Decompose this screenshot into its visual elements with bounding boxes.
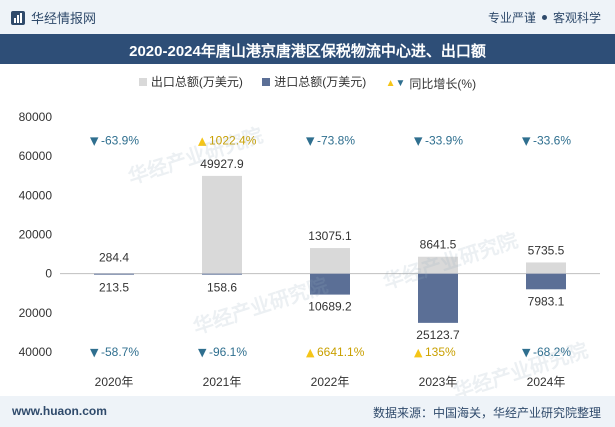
legend-yoy: ▲ ▼ 同比增长(%) — [386, 75, 476, 92]
export-value-label: 284.4 — [99, 251, 129, 265]
legend-yoy-label: 同比增长(%) — [409, 76, 477, 91]
import-bar — [202, 273, 242, 275]
y-tick-label: 40000 — [19, 188, 53, 202]
yoy-export-label: -73.8% — [317, 133, 355, 147]
yoy-export-label: -33.6% — [533, 133, 571, 147]
x-category-label: 2023年 — [419, 375, 458, 389]
import-bar — [310, 273, 350, 295]
footer: www.huaon.com 数据来源：中国海关，华经产业研究院整理 — [0, 396, 615, 427]
title-bar: 2020-2024年唐山港京唐港区保税物流中心进、出口额 — [0, 34, 615, 64]
separator-dot-icon — [541, 15, 547, 21]
legend: 出口总额(万美元) 进口总额(万美元) ▲ ▼ 同比增长(%) — [0, 73, 615, 92]
export-bar — [418, 256, 458, 274]
down-triangle-icon: ▼ — [90, 134, 99, 147]
y-tick-label: 80000 — [19, 110, 53, 124]
tag-professional: 专业严谨 — [487, 11, 536, 25]
y-tick-label: 40000 — [19, 345, 53, 359]
yoy-export-label: 1022.4% — [209, 133, 257, 147]
yoy-import-label: 135% — [425, 345, 456, 359]
brand: 华经情报网 — [10, 8, 96, 27]
y-tick-label: 20000 — [19, 306, 53, 320]
footer-site: www.huaon.com — [12, 404, 107, 418]
legend-export-swatch — [138, 77, 147, 86]
down-triangle-icon: ▼ — [306, 134, 315, 147]
y-tick-label: 0 — [45, 267, 52, 281]
y-tick-label: 60000 — [19, 149, 53, 163]
import-bar — [526, 273, 566, 290]
export-bar — [310, 248, 350, 274]
x-category-label: 2020年 — [95, 375, 134, 389]
import-bar — [94, 273, 134, 275]
export-value-label: 5735.5 — [528, 243, 565, 257]
import-value-label: 25123.7 — [416, 328, 460, 342]
up-triangle-icon: ▲ — [414, 346, 423, 359]
legend-import-swatch — [262, 77, 271, 86]
footer-source: 数据来源：中国海关，华经产业研究院整理 — [372, 406, 601, 420]
import-value-label: 213.5 — [99, 281, 129, 295]
down-triangle-icon: ▼ — [198, 346, 207, 359]
x-category-label: 2021年 — [203, 375, 242, 389]
brand-logo-icon — [11, 10, 25, 25]
header-tags: 专业严谨 客观科学 — [488, 9, 601, 26]
yoy-import-label: -58.7% — [101, 345, 139, 359]
legend-export-label: 出口总额(万美元) — [150, 75, 243, 89]
yoy-import-label: -96.1% — [209, 345, 247, 359]
y-tick-label: 20000 — [19, 228, 53, 242]
yoy-export-label: -33.9% — [425, 133, 463, 147]
x-category-label: 2024年 — [527, 375, 566, 389]
brand-name: 华经情报网 — [31, 11, 97, 26]
yoy-import-label: -68.2% — [533, 345, 571, 359]
x-category-label: 2022年 — [311, 375, 350, 389]
import-value-label: 158.6 — [207, 281, 237, 295]
up-triangle-icon: ▲ — [385, 77, 396, 89]
export-bar — [94, 273, 134, 275]
yoy-export-label: -63.9% — [101, 133, 139, 147]
import-bar — [418, 273, 458, 323]
import-value-label: 7983.1 — [528, 294, 565, 308]
export-value-label: 13075.1 — [308, 229, 352, 243]
chart-area: 80000 60000 40000 20000 0 20000 40000 284.4 213.… — [19, 110, 600, 389]
legend-import-label: 进口总额(万美元) — [274, 75, 367, 89]
import-value-label: 10689.2 — [308, 300, 352, 314]
chart-title: 2020-2024年唐山港京唐港区保税物流中心进、出口额 — [129, 43, 486, 60]
down-triangle-icon: ▼ — [395, 77, 406, 89]
export-value-label: 49927.9 — [200, 157, 244, 171]
top-bar: 华经情报网 专业严谨 客观科学 — [0, 0, 615, 34]
legend-export: 出口总额(万美元) — [138, 73, 243, 90]
export-bar — [526, 262, 566, 274]
down-triangle-icon: ▼ — [90, 346, 99, 359]
up-triangle-icon: ▲ — [198, 134, 207, 147]
down-triangle-icon: ▼ — [414, 134, 423, 147]
legend-import: 进口总额(万美元) — [262, 73, 366, 90]
down-triangle-icon: ▼ — [522, 346, 531, 359]
down-triangle-icon: ▼ — [522, 134, 531, 147]
export-value-label: 8641.5 — [420, 238, 457, 252]
export-bar — [202, 175, 242, 274]
up-triangle-icon: ▲ — [306, 346, 315, 359]
tag-objective: 客观科学 — [552, 11, 601, 25]
yoy-import-label: 6641.1% — [317, 345, 365, 359]
